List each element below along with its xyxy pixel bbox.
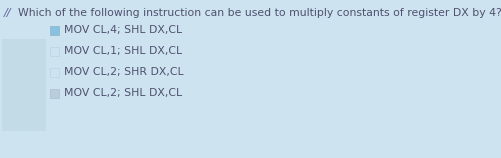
Text: MOV CL,1; SHL DX,CL: MOV CL,1; SHL DX,CL bbox=[64, 46, 182, 56]
FancyBboxPatch shape bbox=[50, 67, 59, 76]
Text: Which of the following instruction can be used to multiply constants of register: Which of the following instruction can b… bbox=[18, 8, 501, 18]
Text: //: // bbox=[4, 8, 12, 18]
FancyBboxPatch shape bbox=[2, 39, 46, 131]
Text: MOV CL,4; SHL DX,CL: MOV CL,4; SHL DX,CL bbox=[64, 25, 182, 35]
Text: MOV CL,2; SHR DX,CL: MOV CL,2; SHR DX,CL bbox=[64, 67, 183, 77]
FancyBboxPatch shape bbox=[50, 88, 59, 97]
FancyBboxPatch shape bbox=[50, 25, 59, 34]
FancyBboxPatch shape bbox=[50, 46, 59, 55]
Text: MOV CL,2; SHL DX,CL: MOV CL,2; SHL DX,CL bbox=[64, 88, 182, 98]
